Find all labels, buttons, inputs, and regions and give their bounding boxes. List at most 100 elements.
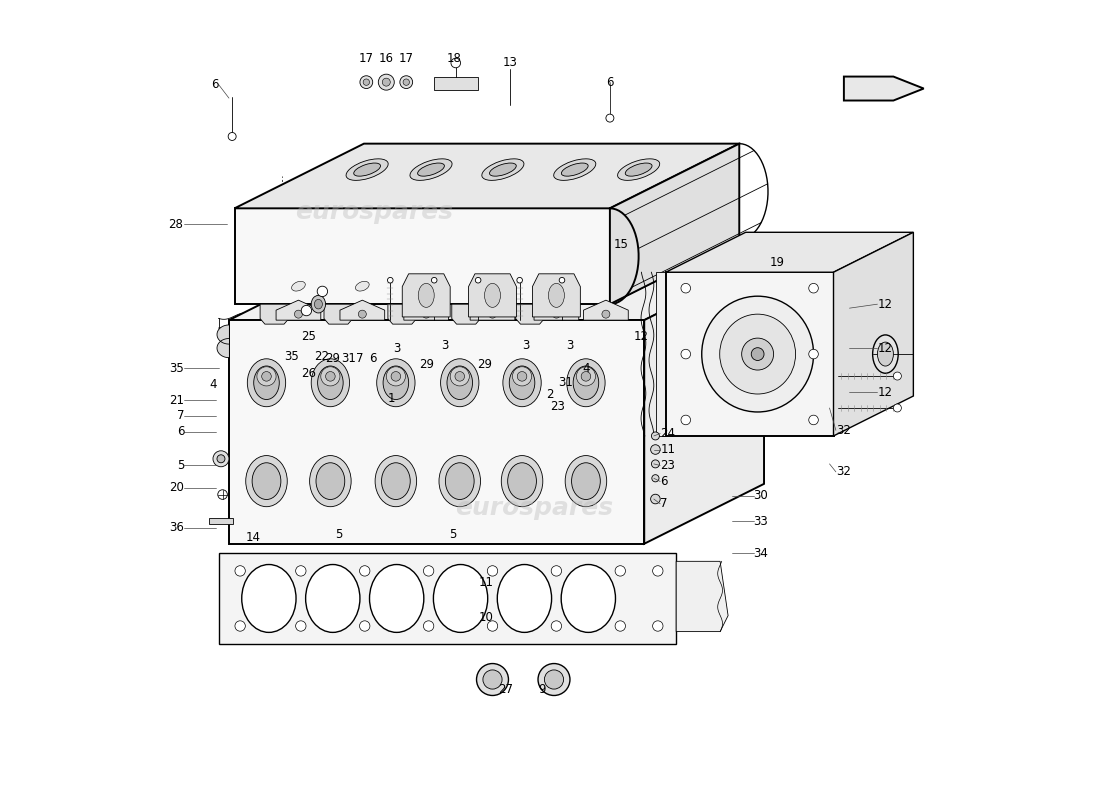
Polygon shape [834,232,913,436]
Ellipse shape [355,282,370,291]
Text: eurospares: eurospares [295,200,453,224]
Ellipse shape [650,445,660,454]
Polygon shape [645,260,764,544]
Ellipse shape [652,474,659,482]
Ellipse shape [497,565,551,632]
Ellipse shape [309,455,351,506]
Ellipse shape [354,163,381,176]
Text: 12: 12 [878,298,892,310]
Ellipse shape [378,74,394,90]
Ellipse shape [487,566,497,576]
Text: 6: 6 [368,352,376,365]
Text: 4: 4 [582,362,590,374]
Ellipse shape [893,372,901,380]
Ellipse shape [652,566,663,576]
Ellipse shape [625,163,652,176]
Ellipse shape [681,283,691,293]
Ellipse shape [549,283,564,307]
Polygon shape [229,260,764,320]
Ellipse shape [455,371,464,381]
Text: 6: 6 [211,78,219,91]
Text: 5: 5 [177,459,184,472]
Ellipse shape [235,621,245,631]
Text: 21: 21 [169,394,184,406]
Text: 34: 34 [754,547,769,560]
Ellipse shape [317,286,328,297]
Text: 28: 28 [168,218,183,231]
Polygon shape [404,300,449,320]
Ellipse shape [615,621,626,631]
Ellipse shape [248,358,286,406]
Text: 26: 26 [301,367,317,380]
Ellipse shape [751,348,764,361]
Text: 31: 31 [559,376,573,389]
Ellipse shape [292,282,306,291]
Polygon shape [470,300,515,320]
Text: 29: 29 [419,358,433,370]
Text: 17: 17 [359,52,374,65]
Text: 23: 23 [660,459,675,472]
Polygon shape [403,274,450,317]
Text: 3: 3 [441,339,449,352]
Polygon shape [229,320,645,544]
Ellipse shape [488,310,496,318]
Ellipse shape [719,314,795,394]
Ellipse shape [741,338,773,370]
Text: 32: 32 [836,466,850,478]
Ellipse shape [576,366,595,386]
Ellipse shape [433,565,487,632]
Ellipse shape [419,282,433,291]
Ellipse shape [387,278,393,283]
Polygon shape [219,554,676,643]
Ellipse shape [893,404,901,412]
Ellipse shape [681,415,691,425]
Ellipse shape [615,566,626,576]
Ellipse shape [431,278,437,283]
Ellipse shape [487,621,497,631]
Ellipse shape [235,566,245,576]
Ellipse shape [301,306,311,316]
Text: 36: 36 [169,522,184,534]
Ellipse shape [502,455,542,506]
Ellipse shape [296,621,306,631]
Polygon shape [388,304,417,324]
Ellipse shape [476,663,508,695]
Text: 11: 11 [660,443,675,456]
Ellipse shape [360,566,370,576]
Ellipse shape [315,299,322,309]
Text: 24: 24 [660,427,675,440]
Ellipse shape [446,462,474,499]
Polygon shape [276,300,321,320]
Ellipse shape [359,310,366,318]
Ellipse shape [370,565,424,632]
Text: 3: 3 [522,339,530,352]
Ellipse shape [681,350,691,359]
Ellipse shape [572,462,601,499]
Text: 14: 14 [245,531,261,544]
Ellipse shape [392,371,400,381]
Ellipse shape [254,366,279,399]
Ellipse shape [326,371,336,381]
Ellipse shape [475,278,481,283]
Text: 3: 3 [566,339,574,352]
Text: 35: 35 [169,362,184,374]
Text: 4: 4 [209,378,217,390]
Ellipse shape [617,159,660,180]
Text: 25: 25 [301,330,317,342]
Ellipse shape [509,366,535,399]
Ellipse shape [217,454,226,462]
Ellipse shape [386,366,406,386]
Text: 29: 29 [477,358,492,370]
Ellipse shape [424,621,433,631]
Ellipse shape [484,283,500,307]
Polygon shape [534,300,579,320]
Ellipse shape [650,494,660,504]
Ellipse shape [257,366,276,386]
Ellipse shape [447,366,473,399]
Polygon shape [260,304,289,324]
Text: 12: 12 [634,330,649,342]
Ellipse shape [451,58,461,68]
Text: 33: 33 [754,515,769,528]
Text: 12: 12 [878,386,892,398]
Ellipse shape [652,621,663,631]
